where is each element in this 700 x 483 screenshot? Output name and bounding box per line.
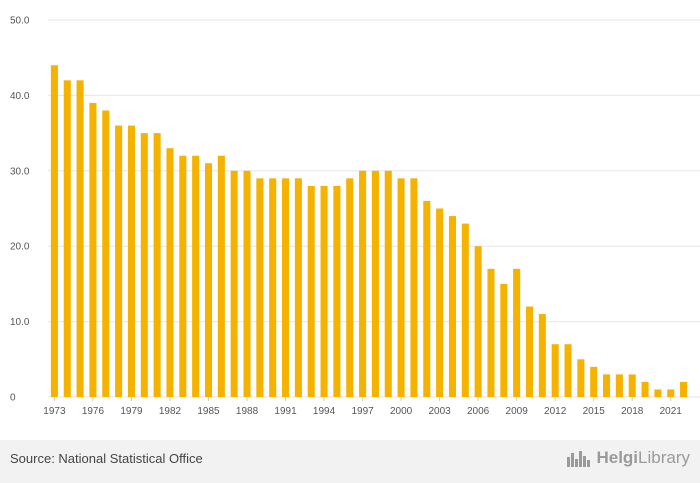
- bar-1993[interactable]: [307, 185, 315, 397]
- x-tick-label: 2003: [428, 406, 451, 417]
- x-tick-label: 2006: [467, 406, 490, 417]
- logo-text-library: Library: [638, 448, 690, 467]
- bar-2019[interactable]: [641, 381, 649, 397]
- source-note: Source: National Statistical Office: [10, 451, 203, 466]
- x-tick-label: 2012: [544, 406, 567, 417]
- y-tick-label: 10.0: [10, 317, 30, 328]
- bar-1989[interactable]: [256, 178, 264, 397]
- bar-1975[interactable]: [76, 80, 84, 397]
- y-tick-label: 30.0: [10, 166, 30, 177]
- bar-1988[interactable]: [243, 170, 251, 397]
- bar-1999[interactable]: [384, 170, 392, 397]
- bar-1973[interactable]: [50, 65, 58, 398]
- bar-1995[interactable]: [333, 185, 341, 397]
- city-skyline-icon: [567, 451, 591, 467]
- x-tick-label: 1988: [236, 406, 259, 417]
- bar-2015[interactable]: [590, 366, 598, 397]
- bar-2008[interactable]: [500, 283, 508, 397]
- bar-2009[interactable]: [513, 268, 521, 397]
- bar-2017[interactable]: [615, 374, 623, 397]
- bar-2018[interactable]: [628, 374, 636, 397]
- bar-1996[interactable]: [346, 178, 354, 397]
- x-tick-label: 2000: [390, 406, 413, 417]
- bar-1998[interactable]: [371, 170, 379, 397]
- bar-1977[interactable]: [102, 110, 110, 397]
- bar-2001[interactable]: [410, 178, 418, 397]
- x-tick-label: 1982: [159, 406, 182, 417]
- bar-2004[interactable]: [448, 216, 456, 397]
- bar-2003[interactable]: [436, 208, 444, 398]
- y-axis: 0 10.0 20.0 30.0 40.0 50.0: [10, 16, 30, 404]
- x-axis: 1973 1976 1979 1982 1985 1988 1991 1994 1997 2000…: [43, 397, 682, 417]
- bar-2005[interactable]: [461, 223, 469, 397]
- bar-2020[interactable]: [654, 389, 662, 397]
- x-tick-label: 1979: [120, 406, 143, 417]
- bar-1992[interactable]: [294, 178, 302, 397]
- bar-1985[interactable]: [204, 163, 213, 397]
- x-tick-label: 1973: [43, 406, 66, 417]
- x-tick-label: 2018: [621, 406, 644, 417]
- bar-2022[interactable]: [680, 381, 688, 397]
- bar-2016[interactable]: [603, 374, 611, 397]
- x-tick-label: 1991: [274, 406, 297, 417]
- bar-1981[interactable]: [153, 133, 161, 397]
- bar-2012[interactable]: [551, 344, 559, 397]
- y-tick-label: 40.0: [10, 91, 30, 102]
- x-tick-label: 2021: [660, 406, 683, 417]
- bar-1991[interactable]: [282, 178, 290, 397]
- helgilibrary-logo[interactable]: HelgiLibrary: [566, 448, 690, 468]
- x-tick-label: 1994: [313, 406, 336, 417]
- bar-chart: 010.020.030.040.050.0 1973 1976 1979 1982 19…: [10, 16, 700, 417]
- bars: [50, 65, 688, 398]
- bar-1990[interactable]: [269, 178, 277, 397]
- bar-1997[interactable]: [359, 170, 367, 397]
- y-tick-label: 20.0: [10, 242, 30, 253]
- bar-2006[interactable]: [474, 246, 482, 397]
- bar-1980[interactable]: [140, 133, 148, 397]
- y-tick-label: 0: [10, 393, 16, 404]
- bar-1994[interactable]: [320, 185, 328, 397]
- bar-2014[interactable]: [577, 359, 585, 397]
- bar-1986[interactable]: [217, 155, 225, 397]
- y-tick-label: 50.0: [10, 16, 30, 27]
- bar-1974[interactable]: [63, 80, 71, 397]
- footer: Source: National Statistical Office Helg…: [0, 440, 700, 483]
- bar-1976[interactable]: [89, 102, 97, 397]
- bar-1984[interactable]: [192, 155, 200, 397]
- logo-text-helgi: Helgi: [596, 448, 639, 467]
- bar-1983[interactable]: [179, 155, 187, 397]
- bar-2013[interactable]: [564, 344, 572, 397]
- x-tick-label: 1997: [351, 406, 374, 417]
- bar-1979[interactable]: [127, 125, 135, 397]
- bar-1978[interactable]: [115, 125, 123, 397]
- bar-2010[interactable]: [525, 306, 534, 397]
- bar-2021[interactable]: [667, 389, 675, 397]
- bar-2007[interactable]: [487, 268, 495, 397]
- bar-1987[interactable]: [230, 170, 238, 397]
- bar-2011[interactable]: [538, 314, 546, 397]
- bar-2002[interactable]: [423, 200, 431, 397]
- x-tick-label: 2015: [583, 406, 606, 417]
- bar-1982[interactable]: [166, 148, 174, 397]
- bar-2000[interactable]: [397, 178, 405, 397]
- x-tick-label: 1976: [82, 406, 105, 417]
- x-tick-label: 1985: [197, 406, 220, 417]
- x-tick-label: 2009: [506, 406, 529, 417]
